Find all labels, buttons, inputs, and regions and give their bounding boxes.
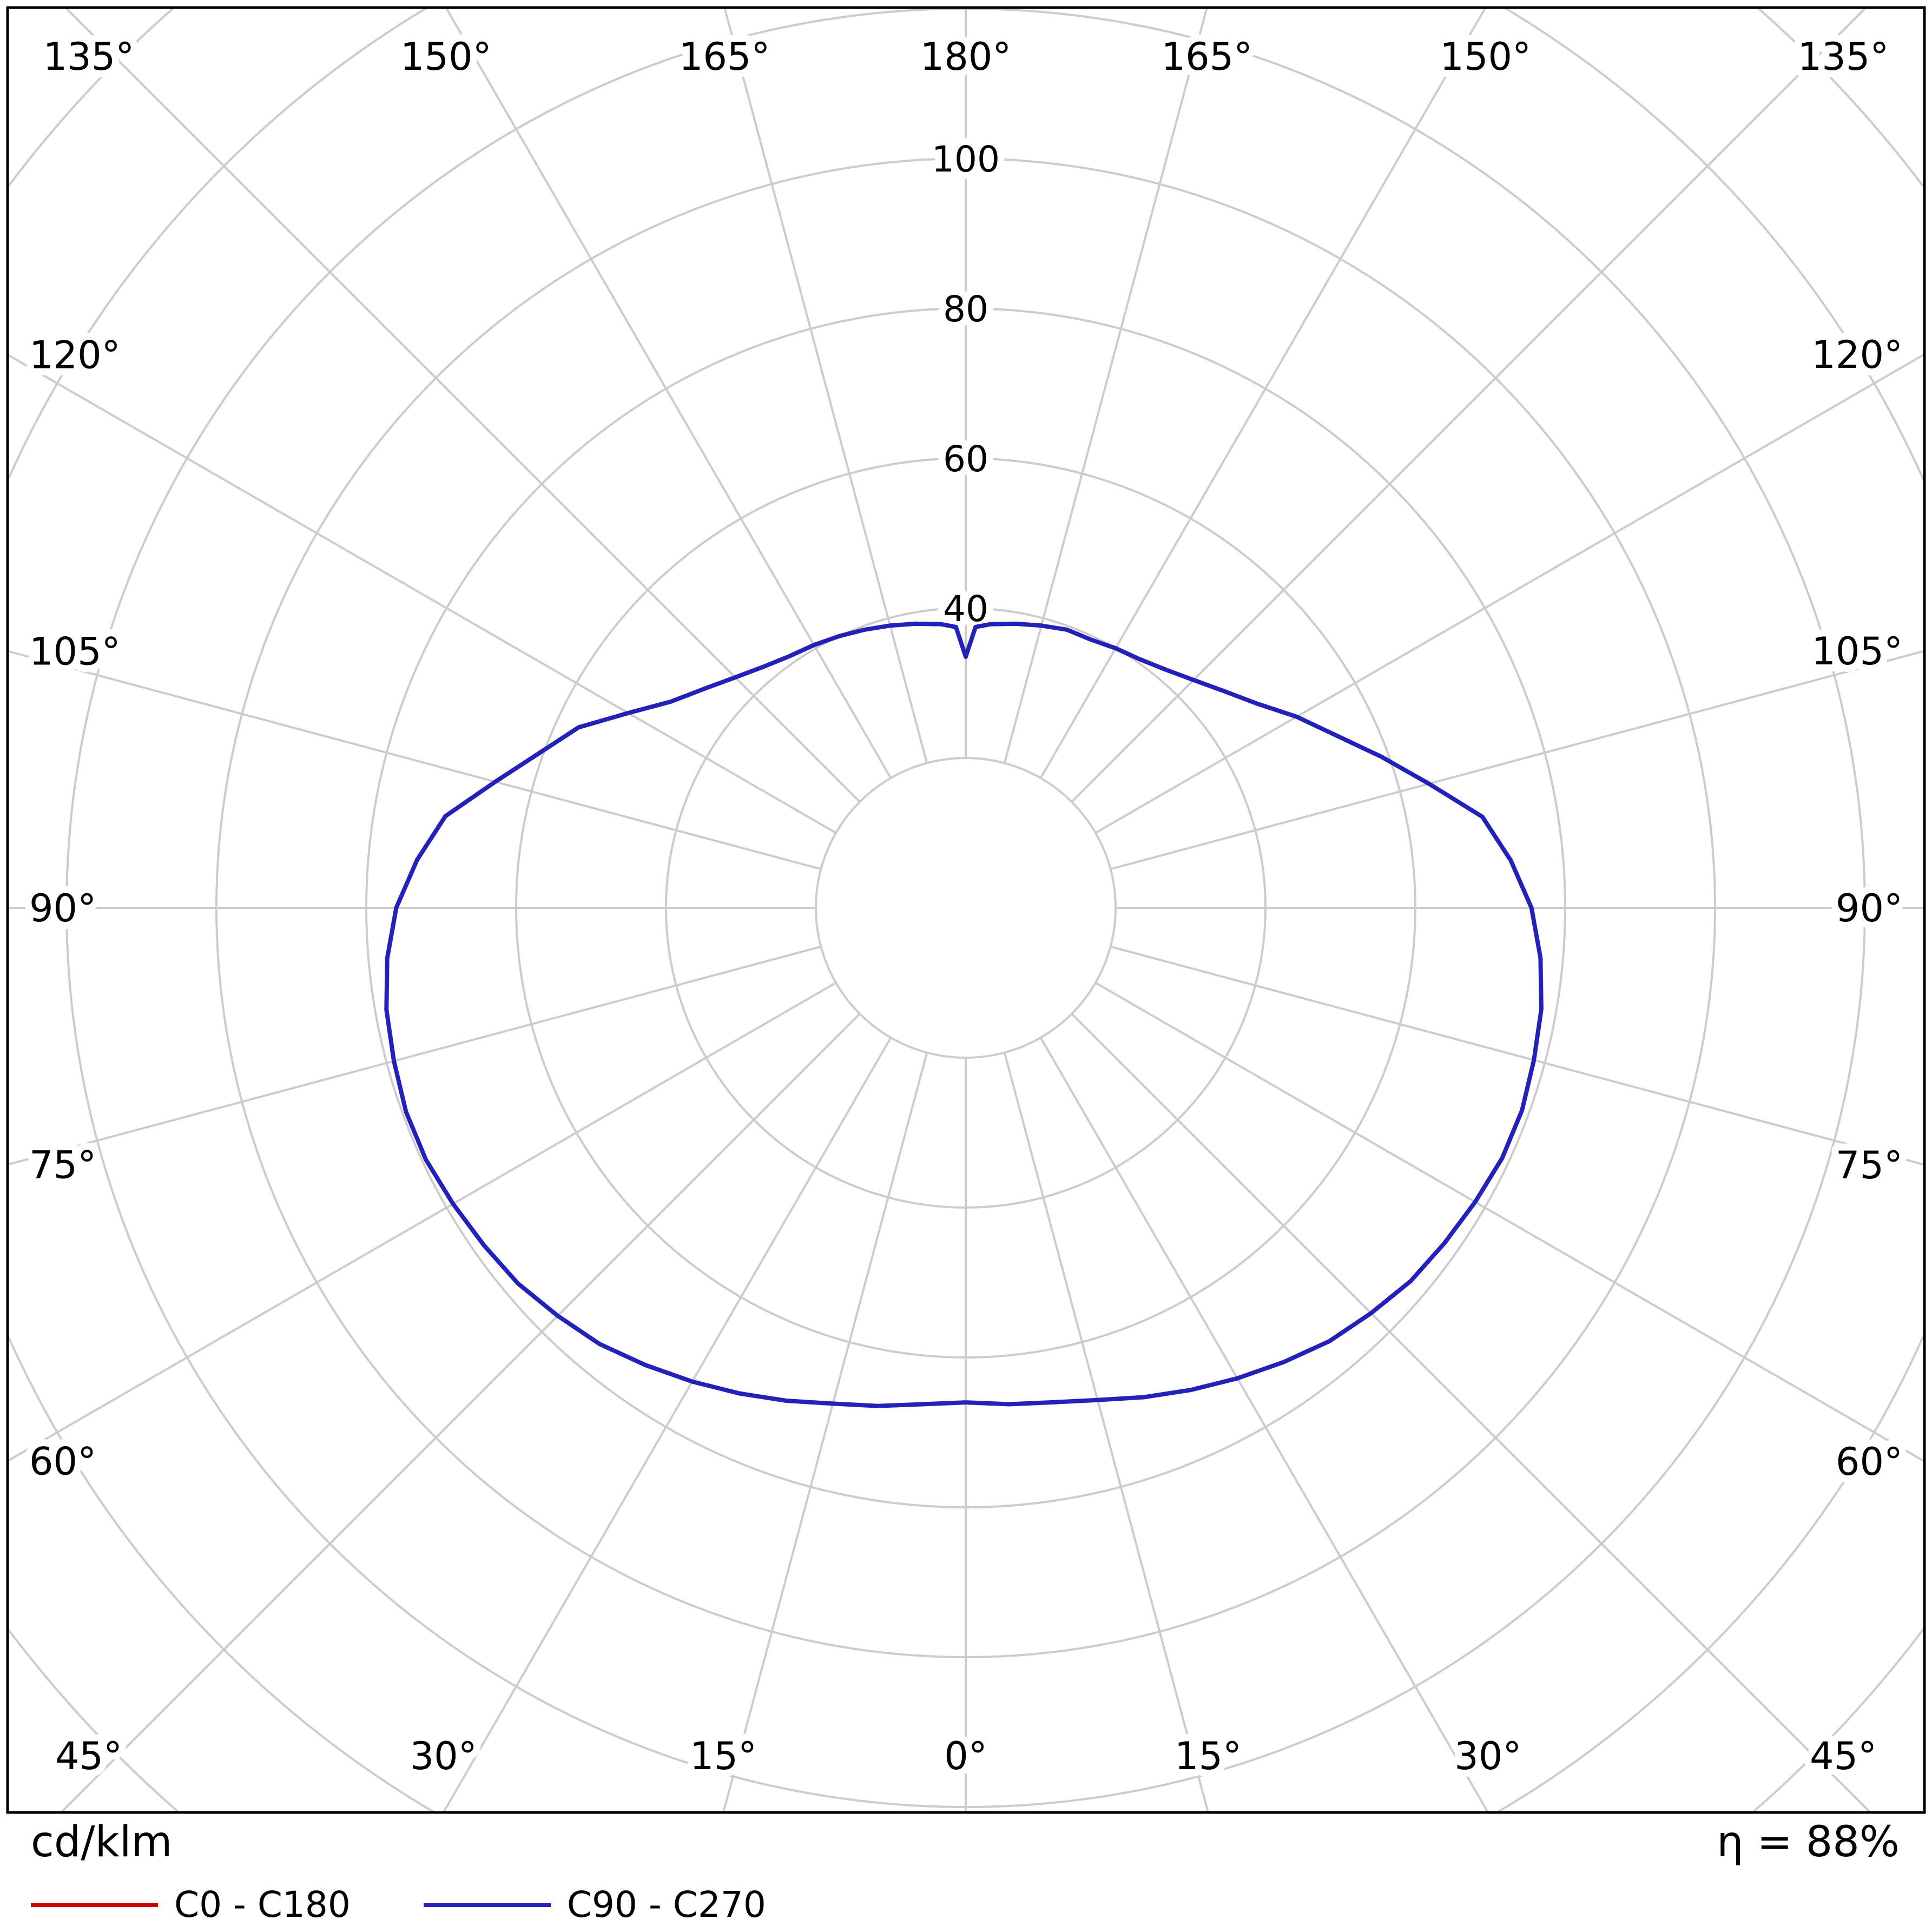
legend-item-c0-c180: C0 - C180 (31, 1887, 351, 1923)
grid-spoke (442, 1037, 892, 1812)
grid-spoke (1071, 8, 1868, 803)
angle-label: 120° (1811, 333, 1903, 377)
grid-spoke (8, 945, 821, 1166)
units-label: cd/klm (31, 1818, 173, 1867)
grid-spoke (1039, 1037, 1489, 1812)
radial-tick-labels: 40 60 80 100 (925, 131, 1007, 637)
grid-spoke (1071, 1013, 1872, 1812)
grid-spoke (1110, 945, 1924, 1166)
angle-label: 15° (690, 1734, 757, 1778)
angle-label: 75° (29, 1143, 96, 1188)
grid-spoke (64, 8, 861, 803)
angle-label: 120° (29, 333, 121, 378)
angle-labels: 0° 15° 15° 30° 30° 45° 45° 60° 60° 75° 75° 90° 90° 10… (22, 28, 1910, 1785)
grid-spoke (1094, 981, 1924, 1463)
curve-c90-c270 (384, 621, 1544, 1408)
angle-label: 180° (920, 35, 1012, 79)
angle-label: 135° (43, 35, 135, 79)
angle-label: 45° (1810, 1734, 1877, 1778)
legend-label-c0-c180: C0 - C180 (174, 1884, 351, 1926)
grid-spoke (60, 1013, 861, 1812)
legend-item-c90-c270: C90 - C270 (423, 1884, 766, 1926)
angle-label: 45° (55, 1734, 122, 1778)
chart-frame (6, 6, 1926, 1814)
grid-spoke (1094, 353, 1924, 834)
efficiency-label: η = 88% (1717, 1818, 1900, 1867)
angle-label: 90° (1836, 886, 1903, 931)
grid-spoke (723, 8, 928, 763)
angle-label: 90° (29, 886, 96, 931)
grid-circle (815, 757, 1117, 1059)
angle-label: 30° (1454, 1734, 1521, 1778)
angle-label: 30° (410, 1734, 477, 1778)
angle-label: 60° (1836, 1440, 1903, 1484)
angle-label: 150° (400, 35, 492, 79)
angle-label: 105° (1811, 629, 1903, 674)
grid-spoke (444, 8, 892, 779)
legend: C0 - C180 C90 - C270 (31, 1887, 766, 1923)
angle-label: 165° (679, 35, 770, 79)
radial-tick-label: 80 (943, 288, 988, 330)
radial-tick-label: 60 (943, 438, 988, 480)
legend-line-c90-c270-swatch (423, 1903, 551, 1907)
angle-label: 0° (944, 1734, 987, 1778)
grid-spoke (8, 650, 821, 871)
angle-label: 15° (1175, 1734, 1242, 1778)
grid-spoke (1110, 650, 1924, 871)
grid-spoke (1039, 8, 1487, 779)
legend-line-c0-c180-swatch (31, 1903, 158, 1907)
angle-label: 105° (29, 629, 121, 674)
legend-label-c90-c270: C90 - C270 (566, 1884, 766, 1926)
angle-label: 135° (1798, 35, 1889, 79)
grid-spoke (1003, 1052, 1210, 1812)
grid-spoke (8, 981, 837, 1462)
grid-spoke (8, 353, 837, 834)
grid-spoke (1003, 8, 1208, 763)
angle-label: 60° (29, 1439, 96, 1483)
angle-label: 150° (1440, 35, 1531, 79)
grid-spoke (722, 1052, 928, 1812)
angle-label: 165° (1162, 35, 1253, 79)
angle-label: 75° (1836, 1143, 1903, 1188)
radial-tick-label: 40 (943, 588, 988, 630)
radial-tick-label: 100 (932, 139, 1000, 180)
